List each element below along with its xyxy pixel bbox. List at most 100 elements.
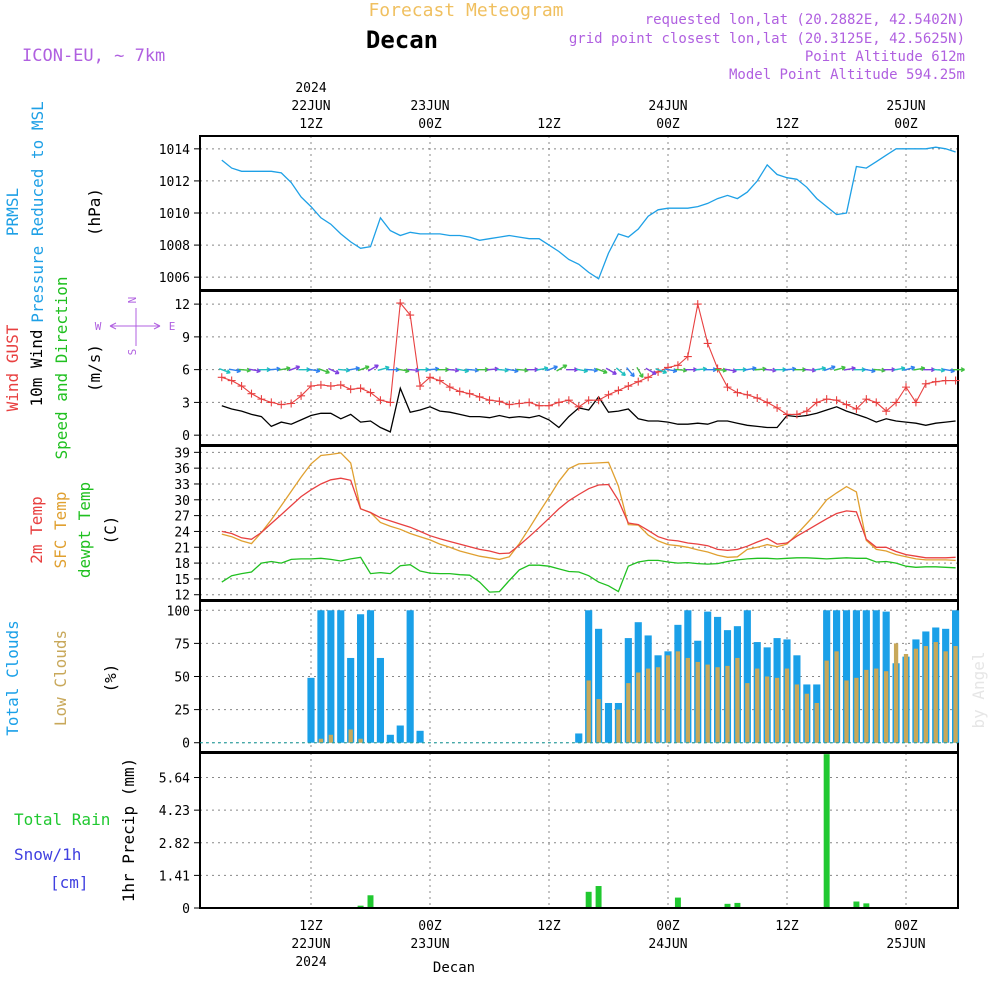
wind-gust-marker xyxy=(287,399,296,408)
bottom-tick-hour: 12Z xyxy=(537,919,561,934)
wind-gust-marker xyxy=(723,383,732,392)
wind-ytick-label: 9 xyxy=(182,331,190,346)
wind-gust-marker xyxy=(336,380,345,389)
total-cloud-bar xyxy=(357,614,365,743)
wind-direction-arrow xyxy=(268,366,281,372)
temp-ytick-label: 27 xyxy=(174,510,190,525)
low-cloud-bar xyxy=(824,660,829,743)
clouds-ytick-label: 50 xyxy=(174,671,190,686)
rain-bar xyxy=(863,903,870,908)
wind-direction-arrow xyxy=(556,364,568,372)
wind-direction-arrow xyxy=(626,367,635,378)
wind-gust-marker xyxy=(227,376,236,385)
compass-cross xyxy=(109,308,161,346)
top-tick-date: 22JUN xyxy=(291,99,330,114)
wind-direction-arrow xyxy=(615,367,626,377)
requested-coords: requested lon,lat (20.2882E, 42.5402N) xyxy=(645,12,965,28)
wind-gust-marker xyxy=(693,300,702,309)
low-cloud-bar xyxy=(854,677,859,743)
low-cloud-bar xyxy=(616,709,621,743)
wind-gust-marker xyxy=(931,377,940,386)
wind-gust-marker xyxy=(683,352,692,361)
rain-bar xyxy=(853,901,860,908)
total-cloud-bar xyxy=(327,610,335,743)
total-cloud-bar xyxy=(396,725,404,743)
rain-ytick-label: 2.82 xyxy=(159,837,190,852)
wind-label-gust: Wind GUST xyxy=(3,324,22,411)
wind-gust-marker xyxy=(376,396,385,405)
wind-direction-arrow xyxy=(288,365,301,372)
low-cloud-bar xyxy=(626,683,631,743)
temp-ytick-label: 18 xyxy=(174,557,190,572)
low-cloud-bar xyxy=(784,668,790,743)
wind-gust-marker xyxy=(554,398,563,407)
wind-direction-arrow xyxy=(913,366,926,372)
wind-gust-marker xyxy=(812,398,821,407)
wind-gust-marker xyxy=(892,398,901,407)
wind-gust-marker xyxy=(297,391,306,400)
wind-gust-marker xyxy=(783,410,791,419)
wind-gust-marker xyxy=(406,311,415,320)
bottom-tick-date: 25JUN xyxy=(886,937,925,952)
top-tick-hour: 00Z xyxy=(894,117,918,132)
low-cloud-bar xyxy=(646,668,651,743)
low-cloud-bar xyxy=(814,702,819,743)
wind-ytick-label: 0 xyxy=(182,429,190,444)
wind-direction-arrow xyxy=(754,366,767,372)
wind-gust-marker xyxy=(802,407,811,416)
wind-gust-marker xyxy=(743,390,752,399)
low-cloud-bar xyxy=(943,651,948,743)
bottom-tick-hour: 00Z xyxy=(656,919,680,934)
low-cloud-bar xyxy=(864,669,869,743)
rain-ytick-label: 1.41 xyxy=(159,869,190,884)
wind-direction-arrow xyxy=(536,366,549,372)
wind-direction-arrow xyxy=(337,367,351,373)
wind-gust-marker xyxy=(832,396,841,405)
rain-unit-label: 1hr Precip (mm) xyxy=(119,758,138,903)
wind-gust-marker xyxy=(386,398,395,407)
wind-gust-marker xyxy=(396,299,405,308)
low-cloud-bar xyxy=(834,651,839,743)
total-cloud-bar xyxy=(852,610,860,743)
wind-unit-label: (m/s) xyxy=(85,344,104,392)
rain-bar xyxy=(595,886,602,908)
rain-label-unit-cm: [cm] xyxy=(50,873,89,892)
temp-unit-label: (C) xyxy=(101,516,120,545)
wind-gust-marker xyxy=(614,386,623,395)
low-cloud-bar xyxy=(903,653,909,743)
pressure-line xyxy=(221,146,956,280)
wind-gust-marker xyxy=(792,410,801,419)
wind-gust-marker xyxy=(445,383,454,392)
pressure-ytick-label: 1012 xyxy=(159,175,190,190)
temp-ytick-label: 39 xyxy=(174,446,190,461)
wind-gust-marker xyxy=(416,382,425,391)
bottom-tick-hour: 12Z xyxy=(299,919,323,934)
wind-direction-arrow xyxy=(546,365,558,372)
wind-ytick-label: 6 xyxy=(182,364,190,379)
low-cloud-bar xyxy=(953,646,958,743)
wind-gust-marker xyxy=(237,382,246,391)
title: Forecast Meteogram xyxy=(368,0,563,21)
top-tick-hour: 12Z xyxy=(299,117,323,132)
pressure-ytick-label: 1008 xyxy=(159,239,190,254)
wind-direction-arrow xyxy=(486,366,499,372)
wind-gust-marker xyxy=(842,400,851,409)
low-cloud-bar xyxy=(804,693,809,743)
wind-direction-arrow xyxy=(575,368,589,374)
rain-bar xyxy=(585,891,592,908)
wind-gust-marker xyxy=(822,395,831,404)
low-cloud-bar xyxy=(596,699,601,743)
wind-gust-marker xyxy=(307,382,315,391)
wind-direction-arrow xyxy=(833,365,846,372)
wind-gust-marker xyxy=(525,398,534,407)
header: Forecast Meteogram Decan ICON-EU, ~ 7km req… xyxy=(22,0,965,83)
wind-direction-arrow xyxy=(328,367,340,375)
rain-label-snow: Snow/1h xyxy=(14,845,81,864)
low-cloud-bar xyxy=(874,668,879,743)
temp-ytick-label: 30 xyxy=(174,494,190,509)
wind-gust-marker xyxy=(703,339,712,348)
top-time-axis: 2024 22JUN 12Z 23JUN 00Z 12Z 24JUN 00Z 12Z 25JUN 0… xyxy=(291,81,925,132)
top-tick-hour: 12Z xyxy=(775,117,799,132)
wind-speed-line xyxy=(221,386,956,433)
